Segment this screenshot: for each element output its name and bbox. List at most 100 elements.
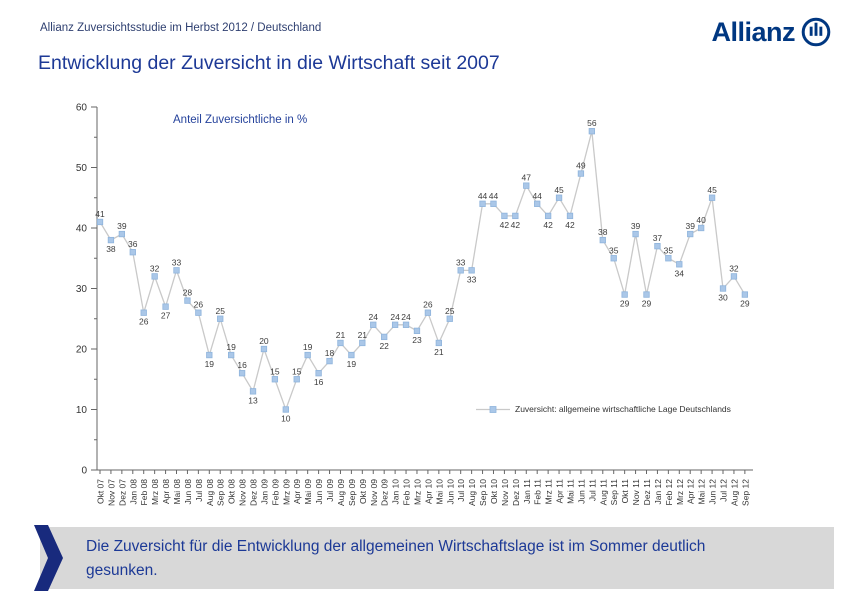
svg-text:47: 47 bbox=[522, 173, 532, 183]
svg-text:39: 39 bbox=[685, 221, 695, 231]
svg-text:Apr 10: Apr 10 bbox=[423, 479, 433, 504]
svg-text:45: 45 bbox=[707, 185, 717, 195]
chart-annotation: Anteil Zuversichtliche in % bbox=[173, 114, 308, 126]
svg-text:Mai 11: Mai 11 bbox=[565, 479, 575, 504]
svg-text:Jul 11: Jul 11 bbox=[587, 479, 597, 501]
svg-text:Mrz 12: Mrz 12 bbox=[675, 479, 685, 505]
svg-text:Jun 11: Jun 11 bbox=[576, 479, 586, 504]
svg-text:15: 15 bbox=[292, 366, 302, 376]
svg-text:Jan 11: Jan 11 bbox=[522, 479, 532, 504]
data-points bbox=[96, 128, 749, 413]
svg-text:Jul 12: Jul 12 bbox=[719, 479, 729, 502]
legend-label: Zuversicht: allgemeine wirtschaftliche L… bbox=[515, 404, 731, 414]
svg-text:21: 21 bbox=[358, 330, 368, 340]
svg-text:Sep 10: Sep 10 bbox=[478, 479, 488, 506]
svg-text:Jun 12: Jun 12 bbox=[708, 479, 718, 505]
svg-text:13: 13 bbox=[248, 395, 258, 405]
svg-text:16: 16 bbox=[314, 377, 324, 387]
svg-text:Jan 09: Jan 09 bbox=[259, 479, 269, 505]
svg-text:Okt 10: Okt 10 bbox=[489, 479, 499, 504]
svg-text:40: 40 bbox=[76, 224, 88, 235]
svg-text:24: 24 bbox=[401, 312, 411, 322]
svg-text:Jul 10: Jul 10 bbox=[456, 479, 466, 502]
svg-text:Jan 12: Jan 12 bbox=[653, 479, 663, 505]
svg-text:21: 21 bbox=[336, 330, 346, 340]
svg-text:Feb 09: Feb 09 bbox=[270, 479, 280, 506]
svg-text:Sep 08: Sep 08 bbox=[216, 479, 226, 506]
svg-text:26: 26 bbox=[194, 300, 204, 310]
svg-text:35: 35 bbox=[664, 245, 674, 255]
svg-text:16: 16 bbox=[237, 360, 247, 370]
svg-text:Sep 11: Sep 11 bbox=[609, 479, 619, 506]
data-labels: 4138393626322733282619251916132015101519… bbox=[95, 118, 750, 423]
svg-text:25: 25 bbox=[445, 306, 455, 316]
svg-text:38: 38 bbox=[106, 244, 116, 254]
svg-text:Dez 10: Dez 10 bbox=[511, 479, 521, 506]
svg-text:35: 35 bbox=[609, 245, 619, 255]
svg-text:42: 42 bbox=[511, 220, 521, 230]
svg-text:Sep 09: Sep 09 bbox=[347, 479, 357, 506]
svg-text:24: 24 bbox=[390, 312, 400, 322]
svg-text:33: 33 bbox=[456, 257, 466, 267]
svg-text:Apr 12: Apr 12 bbox=[686, 479, 696, 504]
svg-text:22: 22 bbox=[379, 341, 389, 351]
svg-text:Apr 09: Apr 09 bbox=[292, 479, 302, 504]
svg-text:Jul 09: Jul 09 bbox=[325, 479, 335, 502]
svg-text:Nov 10: Nov 10 bbox=[500, 479, 510, 506]
svg-text:24: 24 bbox=[369, 312, 379, 322]
svg-text:Jul 08: Jul 08 bbox=[194, 479, 204, 502]
svg-text:42: 42 bbox=[565, 220, 575, 230]
svg-text:Dez 09: Dez 09 bbox=[380, 479, 390, 506]
svg-text:Feb 11: Feb 11 bbox=[533, 479, 543, 505]
svg-text:Feb 10: Feb 10 bbox=[402, 479, 412, 506]
svg-text:28: 28 bbox=[183, 288, 193, 298]
svg-text:Aug 09: Aug 09 bbox=[336, 479, 346, 506]
svg-text:39: 39 bbox=[117, 221, 127, 231]
svg-text:20: 20 bbox=[76, 345, 88, 356]
svg-text:30: 30 bbox=[76, 284, 88, 295]
svg-text:Okt 08: Okt 08 bbox=[227, 479, 237, 504]
svg-text:15: 15 bbox=[270, 366, 280, 376]
svg-text:25: 25 bbox=[215, 306, 225, 316]
svg-text:29: 29 bbox=[740, 299, 750, 309]
svg-text:Jan 08: Jan 08 bbox=[128, 479, 138, 505]
svg-text:19: 19 bbox=[226, 342, 236, 352]
svg-text:36: 36 bbox=[128, 239, 138, 249]
svg-text:Jun 09: Jun 09 bbox=[314, 479, 324, 505]
svg-text:Mai 08: Mai 08 bbox=[172, 479, 182, 505]
svg-text:Dez 08: Dez 08 bbox=[249, 479, 259, 506]
svg-text:41: 41 bbox=[95, 209, 105, 219]
svg-text:26: 26 bbox=[423, 300, 433, 310]
svg-text:Okt 09: Okt 09 bbox=[358, 479, 368, 504]
svg-text:60: 60 bbox=[76, 103, 88, 114]
svg-text:50: 50 bbox=[76, 163, 88, 174]
svg-text:49: 49 bbox=[576, 161, 586, 171]
page-title: Entwicklung der Zuversicht in die Wirtsc… bbox=[38, 52, 500, 74]
series-line bbox=[99, 131, 746, 412]
svg-text:23: 23 bbox=[412, 335, 422, 345]
allianz-logo: Allianz bbox=[711, 16, 832, 48]
svg-text:Feb 12: Feb 12 bbox=[664, 479, 674, 506]
svg-text:Nov 07: Nov 07 bbox=[106, 479, 116, 506]
svg-text:38: 38 bbox=[598, 227, 608, 237]
svg-text:20: 20 bbox=[259, 336, 269, 346]
svg-text:34: 34 bbox=[675, 268, 685, 278]
svg-text:10: 10 bbox=[76, 405, 88, 416]
svg-text:Mrz 08: Mrz 08 bbox=[150, 479, 160, 505]
svg-text:19: 19 bbox=[303, 342, 313, 352]
svg-text:26: 26 bbox=[139, 317, 149, 327]
svg-text:40: 40 bbox=[696, 215, 706, 225]
svg-text:Mai 12: Mai 12 bbox=[697, 479, 707, 505]
y-axis-ticks: 0 10 20 30 40 50 60 bbox=[76, 103, 97, 477]
svg-text:Aug 08: Aug 08 bbox=[205, 479, 215, 506]
legend-line-marker-icon bbox=[476, 405, 510, 413]
svg-text:18: 18 bbox=[325, 348, 335, 358]
svg-text:Nov 08: Nov 08 bbox=[238, 479, 248, 506]
allianz-wordmark: Allianz bbox=[711, 16, 795, 47]
svg-text:Apr 11: Apr 11 bbox=[555, 479, 565, 504]
x-axis-ticks: Okt 07 Nov 07 Dez 07 Jan 08 Feb 08 Mrz 08 Apr … bbox=[96, 470, 750, 506]
svg-text:33: 33 bbox=[172, 257, 182, 267]
svg-text:39: 39 bbox=[631, 221, 641, 231]
